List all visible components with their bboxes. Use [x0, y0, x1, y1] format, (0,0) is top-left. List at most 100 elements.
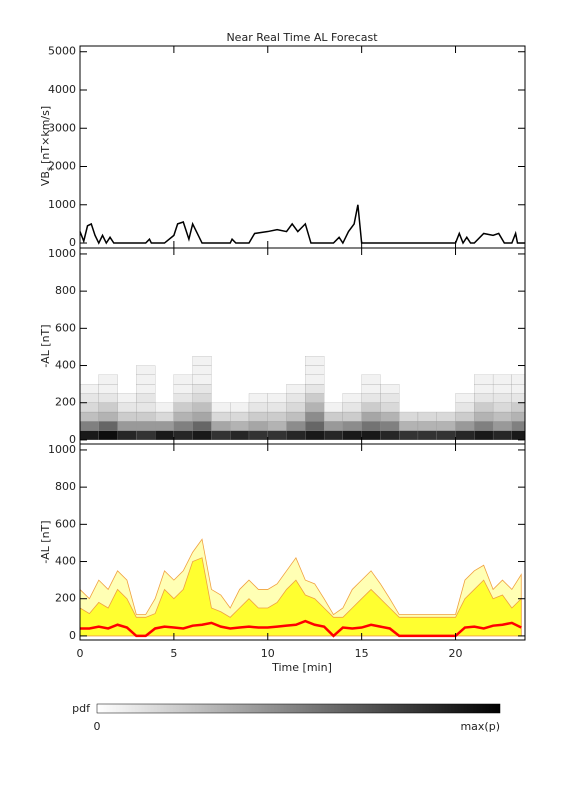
heat-cell: [286, 421, 306, 431]
heat-cell: [248, 393, 268, 403]
heat-cell: [342, 411, 362, 422]
colorbar-max: max(p): [460, 720, 500, 733]
y-tick-label: 0: [69, 433, 76, 446]
median-line: [80, 619, 522, 638]
heat-cell: [342, 402, 362, 413]
heat-cell: [248, 402, 268, 413]
heat-cell: [192, 430, 212, 441]
heat-cell: [286, 402, 306, 413]
y-tick-label: 600: [55, 321, 76, 334]
chart-title: Near Real Time AL Forecast: [226, 31, 378, 44]
heat-cell: [342, 393, 362, 403]
heat-cell: [80, 402, 99, 413]
heat-cell: [474, 384, 494, 394]
heat-cell: [136, 430, 156, 441]
heat-cell: [173, 411, 193, 422]
heat-cell: [192, 384, 212, 394]
y-tick-label: 5000: [48, 45, 76, 58]
heat-cell: [248, 421, 268, 431]
heat-cell: [98, 374, 118, 385]
heat-cell: [267, 411, 287, 422]
heat-cell: [136, 384, 156, 394]
heat-cell: [380, 430, 400, 441]
heat-cell: [455, 411, 475, 422]
heat-cell: [286, 430, 306, 441]
heat-cell: [192, 421, 212, 431]
heat-cell: [474, 421, 494, 431]
heat-cell: [98, 411, 118, 422]
y-axis-label: -AL [nT]: [39, 324, 52, 367]
plot-area: [80, 356, 525, 441]
x-tick-label: 20: [449, 647, 463, 660]
plot-area: [79, 204, 525, 245]
heat-cell: [286, 393, 306, 403]
heat-cell: [192, 365, 212, 375]
y-tick-label: 1000: [48, 198, 76, 211]
heat-cell: [511, 430, 525, 441]
heat-cell: [211, 411, 231, 422]
heat-cell: [267, 430, 287, 441]
heat-cell: [136, 393, 156, 403]
heat-cell: [98, 384, 118, 394]
heat-cell: [192, 393, 212, 403]
heat-cell: [155, 411, 174, 422]
heat-cell: [155, 421, 174, 431]
heat-cell: [492, 430, 512, 441]
heat-cell: [305, 411, 325, 422]
heat-cell: [511, 374, 525, 385]
heat-cell: [305, 402, 325, 413]
heat-cell: [399, 430, 419, 441]
y-tick-label: 800: [55, 284, 76, 297]
heat-cell: [361, 430, 381, 441]
heat-cell: [361, 393, 381, 403]
y-tick-label: 600: [55, 517, 76, 530]
heat-cell: [136, 421, 156, 431]
y-label-main: VB: [39, 171, 52, 186]
heat-cell: [230, 411, 250, 422]
heat-cell: [173, 384, 193, 394]
heat-cell: [80, 384, 99, 394]
y-tick-label: 2000: [48, 160, 76, 173]
heat-cell: [380, 421, 400, 431]
heat-cell: [98, 393, 118, 403]
y-tick-label: 1000: [48, 443, 76, 456]
heat-cell: [342, 430, 362, 441]
y-label-sub: s: [45, 167, 54, 171]
colorbar: [96, 703, 501, 714]
heat-cell: [511, 402, 525, 413]
heat-cell: [98, 430, 118, 441]
x-axis-label: Time [min]: [271, 661, 332, 674]
heat-cell: [492, 411, 512, 422]
y-axis-label: VBs [nT×km/s]: [39, 106, 54, 186]
heat-cell: [436, 430, 456, 441]
heat-cell: [436, 421, 456, 431]
heat-cell: [474, 402, 494, 413]
heat-cell: [455, 402, 475, 413]
heat-cell: [474, 393, 494, 403]
heat-cell: [323, 430, 343, 441]
heat-cell: [211, 430, 231, 441]
y-tick-label: 3000: [48, 121, 76, 134]
heat-cell: [248, 411, 268, 422]
y-tick-label: 0: [69, 629, 76, 642]
y-tick-label: 0: [69, 236, 76, 249]
heat-cell: [192, 411, 212, 422]
heat-cell: [511, 421, 525, 431]
heat-cell: [230, 402, 250, 413]
heat-cell: [117, 430, 137, 441]
heat-cell: [305, 356, 325, 366]
y-tick-label: 400: [55, 555, 76, 568]
y-tick-label: 200: [55, 592, 76, 605]
heat-cell: [80, 393, 99, 403]
heat-cell: [117, 421, 137, 431]
heat-cell: [192, 356, 212, 366]
heat-cell: [436, 411, 456, 422]
heat-cell: [380, 411, 400, 422]
heat-cell: [305, 421, 325, 431]
heat-cell: [492, 393, 512, 403]
y-tick-label: 200: [55, 396, 76, 409]
x-tick-label: 10: [261, 647, 275, 660]
heat-cell: [80, 421, 99, 431]
heat-cell: [511, 393, 525, 403]
